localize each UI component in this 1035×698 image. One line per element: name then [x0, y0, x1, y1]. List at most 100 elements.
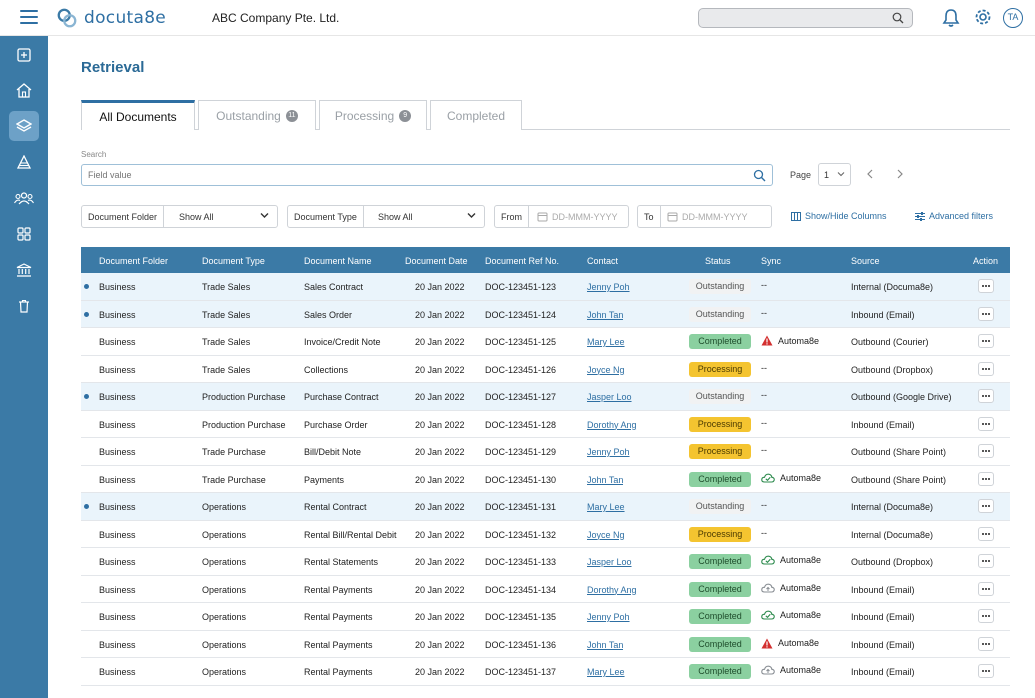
cell-folder: Business: [99, 557, 136, 567]
contact-link[interactable]: Jenny Poh: [587, 612, 630, 622]
col-header-type[interactable]: Document Type: [202, 256, 265, 266]
table-row[interactable]: Business Operations Rental Contract 20 Jan …: [81, 493, 1010, 521]
table-row[interactable]: Business Operations Rental Statements 20 Ja…: [81, 548, 1010, 576]
table-row[interactable]: Business Trade Sales Sales Order 20 Jan 202…: [81, 300, 1010, 328]
cell-ref: DOC-123451-127: [485, 392, 557, 402]
table-row[interactable]: Business Operations Rental Payments 20 Jan …: [81, 603, 1010, 631]
gear-icon[interactable]: [974, 8, 992, 26]
chevron-right-icon[interactable]: [896, 169, 904, 179]
contact-link[interactable]: Jenny Poh: [587, 282, 630, 292]
row-actions-button[interactable]: [978, 664, 994, 678]
row-actions-button[interactable]: [978, 609, 994, 623]
cell-source: Outbound (Dropbox): [851, 364, 934, 375]
row-actions-button[interactable]: [978, 306, 994, 321]
table-row[interactable]: Business Production Purchase Purchase Cont…: [81, 383, 1010, 411]
sidebar-item-new[interactable]: [9, 40, 39, 70]
advanced-filters-button[interactable]: Advanced filters: [915, 211, 993, 221]
contact-link[interactable]: John Tan: [587, 639, 624, 650]
col-header-ref[interactable]: Document Ref No.: [485, 256, 560, 266]
col-header-source[interactable]: Source: [851, 256, 880, 266]
menu-icon[interactable]: [20, 10, 38, 24]
table-row[interactable]: Business Trade Purchase Bill/Debit Note 20 …: [81, 438, 1010, 466]
table-row[interactable]: Business Operations Rental Payments 20 Jan …: [81, 658, 1010, 686]
bell-icon[interactable]: [942, 8, 960, 28]
logo[interactable]: docuta8e: [56, 7, 166, 29]
cell-date: 20 Jan 2022: [415, 639, 465, 650]
cell-name: Rental Payments: [304, 667, 373, 677]
contact-link[interactable]: Dorothy Ang: [587, 584, 637, 595]
status-badge: Processing: [689, 526, 751, 542]
cell-date: 20 Jan 2022: [415, 309, 465, 320]
contact-link[interactable]: Mary Lee: [587, 667, 625, 677]
contact-link[interactable]: John Tan: [587, 309, 624, 320]
global-search-input[interactable]: [698, 8, 913, 28]
sidebar-item-home[interactable]: [9, 75, 39, 105]
sidebar-item-stack[interactable]: [9, 147, 39, 177]
col-header-status[interactable]: Status: [705, 256, 731, 266]
tab-processing[interactable]: Processing 9: [319, 100, 427, 130]
sidebar-item-contacts[interactable]: [9, 183, 39, 213]
chevron-left-icon[interactable]: [866, 169, 874, 179]
contact-link[interactable]: Joyce Ng: [587, 364, 625, 375]
row-actions-button[interactable]: [978, 471, 994, 486]
cell-type: Operations: [202, 529, 247, 540]
row-actions-button[interactable]: [978, 279, 994, 293]
col-header-folder[interactable]: Document Folder: [99, 256, 169, 266]
col-header-sync[interactable]: Sync: [761, 256, 782, 266]
contact-link[interactable]: Jasper Loo: [587, 392, 632, 402]
table-row[interactable]: Business Production Purchase Purchase Orde…: [81, 411, 1010, 438]
row-actions-button[interactable]: [978, 416, 994, 431]
row-actions-button[interactable]: [978, 554, 994, 568]
row-actions-button[interactable]: [978, 499, 994, 513]
row-actions-button[interactable]: [978, 334, 994, 348]
cell-type: Trade Sales: [202, 309, 251, 320]
document-folder-filter[interactable]: Document Folder Show All: [81, 205, 278, 228]
contact-link[interactable]: Mary Lee: [587, 502, 625, 512]
col-header-date[interactable]: Document Date: [405, 256, 468, 266]
cell-name: Rental Payments: [304, 639, 373, 650]
table-row[interactable]: Business Operations Rental Bill/Rental Deb…: [81, 521, 1010, 548]
table-row[interactable]: Business Trade Sales Collections 20 Jan 202…: [81, 356, 1010, 383]
contact-link[interactable]: Jenny Poh: [587, 447, 630, 457]
table-row[interactable]: Business Trade Sales Sales Contract 20 Jan …: [81, 273, 1010, 301]
contact-link[interactable]: Joyce Ng: [587, 529, 625, 540]
row-actions-button[interactable]: [978, 526, 994, 541]
sidebar-item-apps[interactable]: [9, 219, 39, 249]
table-row[interactable]: Business Trade Sales Invoice/Credit Note 20…: [81, 328, 1010, 356]
from-date-field[interactable]: From DD-MMM-YYYY: [494, 205, 629, 228]
row-actions-button[interactable]: [978, 581, 994, 596]
search-input[interactable]: [88, 170, 728, 180]
table-row[interactable]: Business Operations Rental Payments 20 Jan …: [81, 576, 1010, 603]
col-header-contact[interactable]: Contact: [587, 256, 619, 266]
sidebar-item-trash[interactable]: [9, 291, 39, 321]
contact-link[interactable]: Dorothy Ang: [587, 419, 637, 430]
page-title: Retrieval: [81, 59, 145, 76]
cell-name: Purchase Contract: [304, 392, 379, 402]
contact-link[interactable]: John Tan: [587, 474, 624, 485]
row-actions-button[interactable]: [978, 636, 994, 651]
table-row[interactable]: Business Trade Purchase Payments 20 Jan 202…: [81, 466, 1010, 493]
contact-link[interactable]: Mary Lee: [587, 337, 625, 347]
table-row[interactable]: Business Operations Rental Payments 20 Jan …: [81, 631, 1010, 658]
cell-folder: Business: [99, 447, 136, 457]
tab-completed[interactable]: Completed: [430, 100, 522, 130]
row-actions-button[interactable]: [978, 361, 994, 376]
tab-outstanding[interactable]: Outstanding 11: [198, 100, 316, 130]
show-hide-columns-button[interactable]: Show/Hide Columns: [791, 211, 887, 221]
avatar[interactable]: TA: [1003, 8, 1023, 28]
document-type-filter[interactable]: Document Type Show All: [287, 205, 485, 228]
tab-all-documents[interactable]: All Documents: [81, 100, 195, 130]
to-date-field[interactable]: To DD-MMM-YYYY: [637, 205, 772, 228]
col-header-name[interactable]: Document Name: [304, 256, 372, 266]
row-actions-button[interactable]: [978, 389, 994, 403]
table-body: Business Trade Sales Sales Contract 20 Jan …: [81, 273, 1010, 686]
sidebar-item-bank[interactable]: [9, 255, 39, 285]
contact-link[interactable]: Jasper Loo: [587, 557, 632, 567]
sidebar-item-retrieval[interactable]: [9, 111, 39, 141]
page-select[interactable]: 1: [818, 163, 851, 186]
row-actions-button[interactable]: [978, 444, 994, 458]
columns-icon: [791, 211, 801, 221]
search-icon[interactable]: [753, 169, 766, 182]
advanced-filters-label: Advanced filters: [929, 211, 994, 221]
calendar-icon: [667, 212, 678, 222]
